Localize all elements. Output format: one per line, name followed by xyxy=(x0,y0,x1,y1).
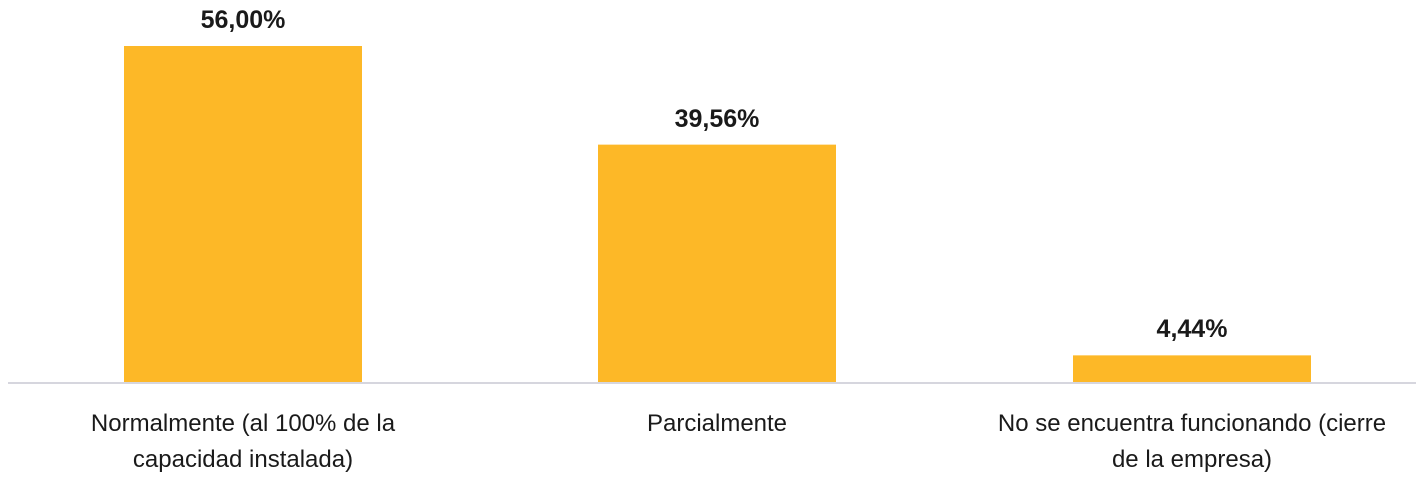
bar xyxy=(1073,355,1311,382)
x-tick-label: No se encuentra funcionando (cierre de l… xyxy=(997,410,1387,473)
data-label: 39,56% xyxy=(674,104,760,133)
bar xyxy=(124,46,362,382)
data-label: 56,00% xyxy=(200,6,286,34)
x-tick-label: Parcialmente xyxy=(646,410,788,437)
data-label: 4,44% xyxy=(1156,315,1228,344)
x-tick-label: Normalmente (al 100% de la capacidad ins… xyxy=(90,410,396,473)
bar xyxy=(598,144,836,382)
